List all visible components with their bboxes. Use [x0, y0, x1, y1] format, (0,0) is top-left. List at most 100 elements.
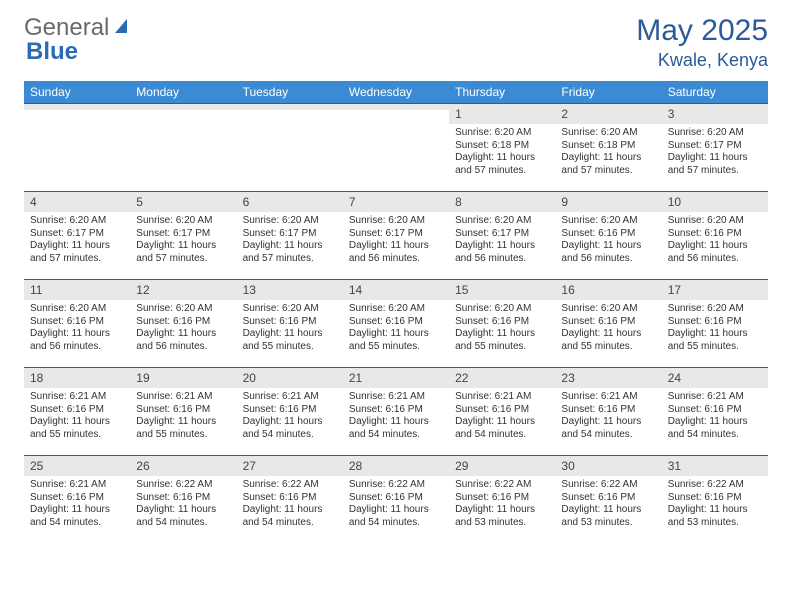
day-number: 15	[449, 279, 555, 300]
day-details: Sunrise: 6:20 AMSunset: 6:16 PMDaylight:…	[555, 300, 661, 359]
daylight-line: and 56 minutes.	[455, 253, 549, 266]
daylight-line: Daylight: 11 hours	[455, 240, 549, 253]
calendar-week-row: 11Sunrise: 6:20 AMSunset: 6:16 PMDayligh…	[24, 279, 768, 367]
sunset-line: Sunset: 6:16 PM	[136, 492, 230, 505]
day-details: Sunrise: 6:22 AMSunset: 6:16 PMDaylight:…	[343, 476, 449, 535]
calendar-cell: 6Sunrise: 6:20 AMSunset: 6:17 PMDaylight…	[237, 191, 343, 279]
calendar-week-row: 4Sunrise: 6:20 AMSunset: 6:17 PMDaylight…	[24, 191, 768, 279]
daylight-line: and 54 minutes.	[455, 429, 549, 442]
sunset-line: Sunset: 6:16 PM	[561, 404, 655, 417]
sunset-line: Sunset: 6:16 PM	[30, 492, 124, 505]
calendar-cell: 21Sunrise: 6:21 AMSunset: 6:16 PMDayligh…	[343, 367, 449, 455]
sunrise-line: Sunrise: 6:20 AM	[243, 215, 337, 228]
day-number: 10	[662, 191, 768, 212]
sunset-line: Sunset: 6:16 PM	[30, 404, 124, 417]
day-number: 25	[24, 455, 130, 476]
daylight-line: Daylight: 11 hours	[349, 416, 443, 429]
daylight-line: Daylight: 11 hours	[349, 328, 443, 341]
sunrise-line: Sunrise: 6:20 AM	[349, 303, 443, 316]
calendar-cell: 7Sunrise: 6:20 AMSunset: 6:17 PMDaylight…	[343, 191, 449, 279]
weekday-heading: Monday	[130, 81, 236, 103]
daylight-line: and 57 minutes.	[668, 165, 762, 178]
daylight-line: and 57 minutes.	[561, 165, 655, 178]
day-details: Sunrise: 6:22 AMSunset: 6:16 PMDaylight:…	[130, 476, 236, 535]
day-number: 12	[130, 279, 236, 300]
sunset-line: Sunset: 6:18 PM	[455, 140, 549, 153]
sunrise-line: Sunrise: 6:22 AM	[243, 479, 337, 492]
sunrise-line: Sunrise: 6:22 AM	[136, 479, 230, 492]
day-number: 28	[343, 455, 449, 476]
sunrise-line: Sunrise: 6:20 AM	[668, 127, 762, 140]
day-number: 22	[449, 367, 555, 388]
calendar-cell: 19Sunrise: 6:21 AMSunset: 6:16 PMDayligh…	[130, 367, 236, 455]
sunset-line: Sunset: 6:17 PM	[136, 228, 230, 241]
month-title: May 2025	[636, 14, 768, 48]
location-label: Kwale, Kenya	[636, 50, 768, 71]
calendar-cell: 3Sunrise: 6:20 AMSunset: 6:17 PMDaylight…	[662, 103, 768, 191]
day-number: 21	[343, 367, 449, 388]
calendar-cell: 24Sunrise: 6:21 AMSunset: 6:16 PMDayligh…	[662, 367, 768, 455]
sunset-line: Sunset: 6:16 PM	[455, 404, 549, 417]
sunrise-line: Sunrise: 6:21 AM	[30, 479, 124, 492]
daylight-line: Daylight: 11 hours	[349, 240, 443, 253]
daylight-line: and 57 minutes.	[30, 253, 124, 266]
calendar-table: Sunday Monday Tuesday Wednesday Thursday…	[24, 81, 768, 543]
daylight-line: Daylight: 11 hours	[349, 504, 443, 517]
day-details: Sunrise: 6:21 AMSunset: 6:16 PMDaylight:…	[130, 388, 236, 447]
sunset-line: Sunset: 6:16 PM	[243, 316, 337, 329]
weekday-heading: Thursday	[449, 81, 555, 103]
sunset-line: Sunset: 6:16 PM	[668, 228, 762, 241]
sunrise-line: Sunrise: 6:20 AM	[455, 127, 549, 140]
daylight-line: and 55 minutes.	[668, 341, 762, 354]
calendar-cell	[343, 103, 449, 191]
day-details: Sunrise: 6:20 AMSunset: 6:17 PMDaylight:…	[24, 212, 130, 271]
daylight-line: Daylight: 11 hours	[455, 504, 549, 517]
calendar-body: 1Sunrise: 6:20 AMSunset: 6:18 PMDaylight…	[24, 103, 768, 543]
calendar-cell: 16Sunrise: 6:20 AMSunset: 6:16 PMDayligh…	[555, 279, 661, 367]
sunset-line: Sunset: 6:16 PM	[561, 316, 655, 329]
sunset-line: Sunset: 6:18 PM	[561, 140, 655, 153]
sunset-line: Sunset: 6:16 PM	[668, 316, 762, 329]
day-number: 18	[24, 367, 130, 388]
weekday-heading: Friday	[555, 81, 661, 103]
day-number: 13	[237, 279, 343, 300]
day-details: Sunrise: 6:20 AMSunset: 6:16 PMDaylight:…	[662, 212, 768, 271]
daylight-line: Daylight: 11 hours	[668, 504, 762, 517]
daylight-line: Daylight: 11 hours	[30, 240, 124, 253]
sunset-line: Sunset: 6:17 PM	[349, 228, 443, 241]
calendar-cell: 30Sunrise: 6:22 AMSunset: 6:16 PMDayligh…	[555, 455, 661, 543]
daylight-line: and 56 minutes.	[30, 341, 124, 354]
sunset-line: Sunset: 6:16 PM	[455, 492, 549, 505]
sunrise-line: Sunrise: 6:20 AM	[668, 303, 762, 316]
day-number: 30	[555, 455, 661, 476]
day-number	[24, 103, 130, 110]
sunrise-line: Sunrise: 6:21 AM	[30, 391, 124, 404]
day-number: 26	[130, 455, 236, 476]
day-details: Sunrise: 6:22 AMSunset: 6:16 PMDaylight:…	[662, 476, 768, 535]
day-details: Sunrise: 6:20 AMSunset: 6:16 PMDaylight:…	[662, 300, 768, 359]
day-details	[24, 110, 130, 119]
calendar-cell: 8Sunrise: 6:20 AMSunset: 6:17 PMDaylight…	[449, 191, 555, 279]
day-details: Sunrise: 6:22 AMSunset: 6:16 PMDaylight:…	[237, 476, 343, 535]
day-number: 4	[24, 191, 130, 212]
daylight-line: and 55 minutes.	[30, 429, 124, 442]
sunset-line: Sunset: 6:16 PM	[561, 228, 655, 241]
sunrise-line: Sunrise: 6:22 AM	[668, 479, 762, 492]
day-details: Sunrise: 6:21 AMSunset: 6:16 PMDaylight:…	[343, 388, 449, 447]
daylight-line: Daylight: 11 hours	[455, 416, 549, 429]
calendar-cell: 31Sunrise: 6:22 AMSunset: 6:16 PMDayligh…	[662, 455, 768, 543]
daylight-line: and 56 minutes.	[349, 253, 443, 266]
day-number: 19	[130, 367, 236, 388]
day-number: 14	[343, 279, 449, 300]
daylight-line: Daylight: 11 hours	[561, 416, 655, 429]
calendar-cell: 10Sunrise: 6:20 AMSunset: 6:16 PMDayligh…	[662, 191, 768, 279]
sunset-line: Sunset: 6:16 PM	[243, 492, 337, 505]
daylight-line: and 55 minutes.	[561, 341, 655, 354]
daylight-line: Daylight: 11 hours	[668, 152, 762, 165]
day-details: Sunrise: 6:20 AMSunset: 6:17 PMDaylight:…	[449, 212, 555, 271]
calendar-cell: 29Sunrise: 6:22 AMSunset: 6:16 PMDayligh…	[449, 455, 555, 543]
daylight-line: Daylight: 11 hours	[668, 416, 762, 429]
daylight-line: and 56 minutes.	[561, 253, 655, 266]
sunset-line: Sunset: 6:16 PM	[349, 404, 443, 417]
daylight-line: and 54 minutes.	[136, 517, 230, 530]
